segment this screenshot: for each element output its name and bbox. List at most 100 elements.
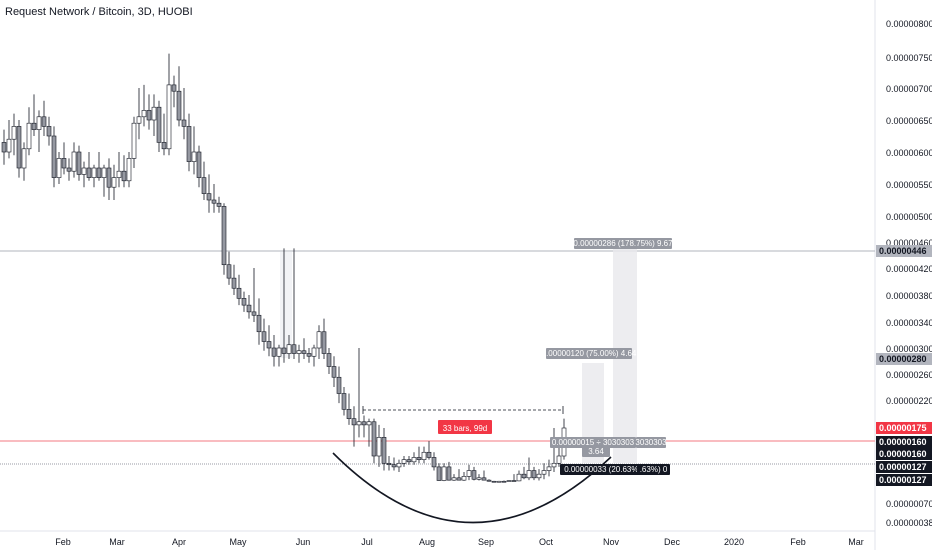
candle-body — [181, 119, 187, 127]
candle-body — [446, 466, 452, 481]
x-tick-label: Feb — [55, 537, 71, 547]
candle-body — [246, 304, 252, 313]
y-tick-label: 0.00000038 — [886, 518, 932, 528]
candle-body — [461, 476, 467, 481]
candle-body — [276, 347, 282, 357]
candle-body — [336, 376, 342, 394]
candle-body — [406, 459, 412, 463]
candle-body — [366, 421, 372, 426]
candle-body — [506, 480, 512, 482]
price-tag-box — [876, 422, 932, 434]
candle-body — [156, 106, 162, 143]
candle-body — [211, 199, 217, 204]
y-tick-label: 0.00000500 — [886, 212, 932, 222]
y-tick-label: 0.00000340 — [886, 318, 932, 328]
bars-count-label: 33 bars, 99d — [443, 424, 487, 433]
bottom-box-label-box — [560, 464, 652, 475]
candle-body — [491, 480, 497, 483]
price-tag-box — [876, 461, 932, 473]
candle-body — [421, 451, 427, 460]
candle-body — [101, 167, 107, 178]
candle-body — [341, 393, 347, 410]
candle-body — [331, 366, 337, 378]
x-tick-label: Feb — [790, 537, 806, 547]
candle-body — [516, 473, 522, 482]
candle-body — [31, 122, 37, 130]
price-tag-label: 0.00000127 — [879, 462, 927, 472]
price-tag-label: 0.00000160 — [879, 437, 927, 447]
x-tick-label: Dec — [664, 537, 681, 547]
target-high-label-box — [574, 238, 672, 249]
ratio-label-1b: 3030303 — [635, 438, 667, 447]
candle-body — [136, 116, 142, 124]
candle-body — [531, 470, 537, 479]
candle-body — [71, 151, 77, 172]
candle-body — [356, 421, 362, 426]
candle-body — [376, 437, 382, 457]
candle-body — [1, 142, 7, 153]
candle-body — [351, 418, 357, 426]
candle-body — [391, 464, 397, 468]
target-mid-label-box — [546, 348, 632, 359]
candle-body — [201, 177, 207, 194]
candle-body — [426, 451, 432, 458]
candle-body — [96, 167, 102, 178]
y-tick-label: 0.00000550 — [886, 180, 932, 190]
candle-body — [296, 350, 302, 354]
ratio-label-1: 0.00000015 ÷ 3030303 — [552, 438, 635, 447]
candle-body — [326, 353, 332, 367]
candle-body — [541, 470, 547, 475]
candle-body — [251, 311, 257, 316]
candle-body — [66, 167, 72, 172]
candle-body — [501, 480, 507, 483]
price-tag-box — [876, 245, 932, 257]
candle-body — [36, 116, 42, 130]
candle-body — [301, 350, 307, 354]
candle-body — [151, 106, 157, 121]
x-tick-label: Aug — [419, 537, 435, 547]
candle-body — [556, 455, 562, 464]
candle-body — [91, 167, 97, 178]
candle-body — [61, 158, 67, 169]
candle-body — [196, 151, 202, 178]
candle-body — [346, 409, 352, 419]
candle-body — [116, 170, 122, 178]
candle-body — [476, 477, 482, 480]
candle-body — [311, 347, 317, 357]
candle-body — [486, 479, 492, 482]
candle-body — [416, 457, 422, 460]
candle-body — [521, 473, 527, 479]
target-high-label: 0.00000286 (178.75%) 9.67 — [573, 239, 673, 248]
candle-body — [466, 470, 472, 477]
ratio-label-1-box — [550, 437, 636, 448]
candle-body — [431, 457, 437, 468]
y-tick-label: 0.00000600 — [886, 148, 932, 158]
x-tick-label: Mar — [109, 537, 125, 547]
x-tick-label: Jul — [361, 537, 373, 547]
y-tick-label: 0.00000260 — [886, 370, 932, 380]
candle-body — [21, 148, 27, 169]
candle-body — [396, 462, 402, 468]
y-tick-label: 0.00000220 — [886, 396, 932, 406]
candle-body — [46, 126, 52, 137]
y-tick-label: 0.00000460 — [886, 238, 932, 248]
candle-body — [551, 462, 557, 468]
candle-body — [381, 437, 387, 464]
y-tick-label: 0.00000420 — [886, 264, 932, 274]
ratio-label-1b-box — [636, 437, 666, 448]
price-tag-box — [876, 353, 932, 365]
candle-body — [161, 142, 167, 150]
x-tick-label: 2020 — [724, 537, 744, 547]
candle-body — [271, 347, 277, 357]
price-tag-label: 0.00000127 — [879, 475, 927, 485]
candle-body — [146, 110, 152, 121]
price-tag-box — [876, 436, 932, 448]
candle-body — [511, 480, 517, 482]
candle-body — [171, 84, 177, 92]
candle-body — [546, 466, 552, 471]
price-tag-label: 0.00000160 — [879, 449, 927, 459]
candle-body — [231, 277, 237, 289]
candle-body — [141, 110, 147, 118]
highlight-zone — [280, 252, 292, 358]
y-tick-label: 0.00000650 — [886, 116, 932, 126]
